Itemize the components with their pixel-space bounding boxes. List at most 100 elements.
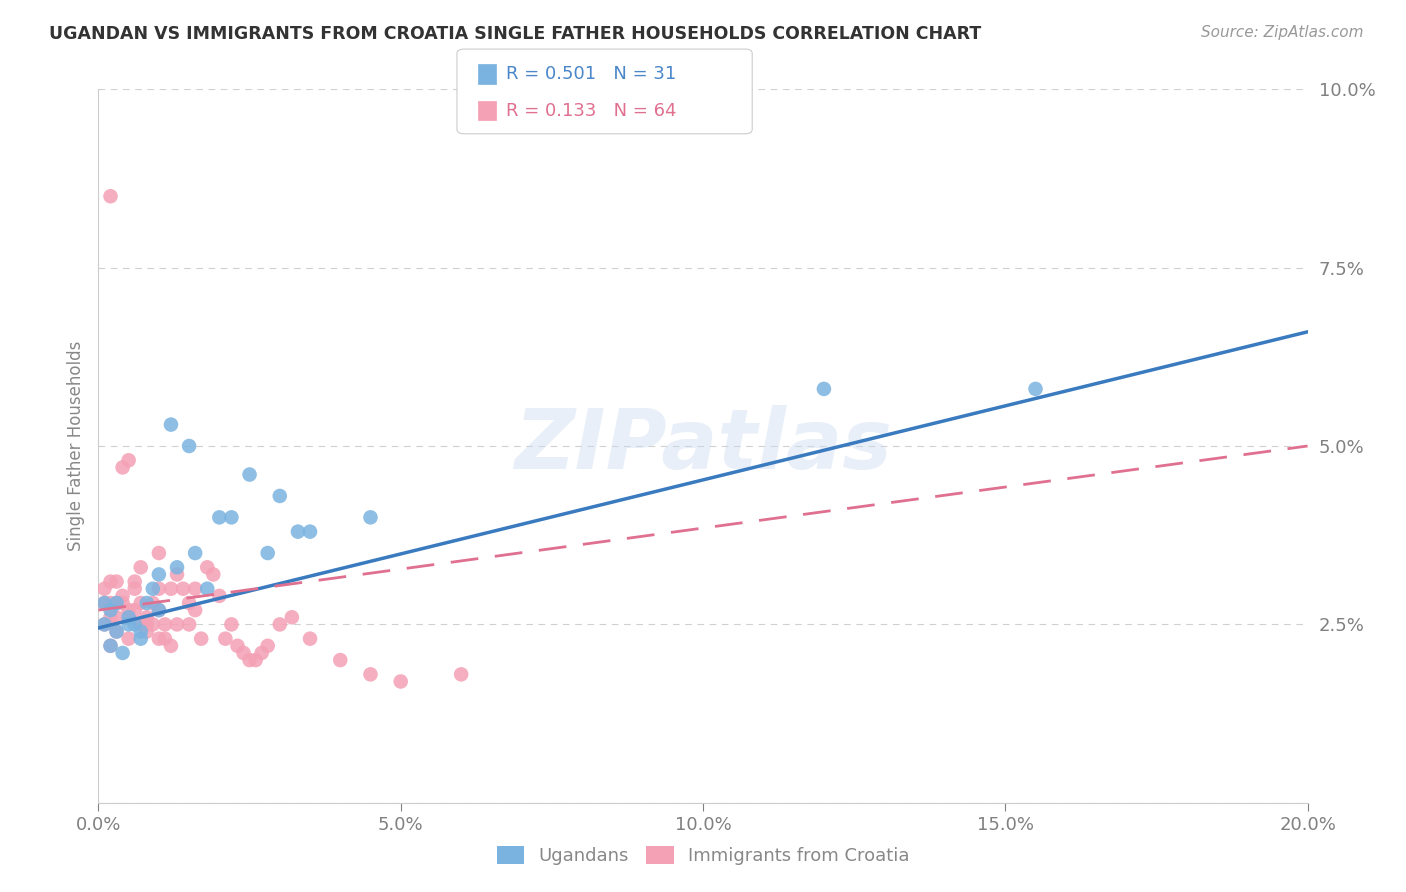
Point [105,610,128,624]
Point [239,653,262,667]
Text: ZIPatlas: ZIPatlas [515,406,891,486]
Point [184,582,207,596]
Point [100,596,122,610]
Point [208,510,231,524]
Point [105,624,128,639]
Y-axis label: Single Father Households: Single Father Households [66,341,84,551]
Point [129,596,152,610]
Point [190,632,212,646]
Point [111,646,134,660]
Point [172,582,194,596]
Point [329,653,352,667]
Point [105,574,128,589]
Point [202,567,225,582]
Text: R = 0.133   N = 64: R = 0.133 N = 64 [506,102,676,120]
Point [111,596,134,610]
Point [148,582,170,596]
Point [100,610,122,624]
Point [111,589,134,603]
Point [299,524,322,539]
Point [129,624,152,639]
Point [142,582,165,596]
Point [256,639,278,653]
Point [118,603,141,617]
Point [160,582,183,596]
Point [93,617,115,632]
Point [100,603,122,617]
Point [166,560,188,574]
Point [450,667,472,681]
Point [1024,382,1046,396]
Point [93,617,115,632]
Point [226,639,249,653]
Point [105,596,128,610]
Point [184,546,207,560]
Point [100,574,122,589]
Point [389,674,412,689]
Point [129,617,152,632]
Point [179,439,201,453]
Point [135,617,157,632]
Point [124,574,146,589]
Point [135,610,157,624]
Point [153,632,176,646]
Point [100,639,122,653]
Point [142,617,165,632]
Point [195,582,218,596]
Point [281,610,304,624]
Point [299,632,322,646]
Point [214,632,236,646]
Point [118,617,141,632]
Text: UGANDAN VS IMMIGRANTS FROM CROATIA SINGLE FATHER HOUSEHOLDS CORRELATION CHART: UGANDAN VS IMMIGRANTS FROM CROATIA SINGL… [49,25,981,43]
Point [93,596,115,610]
Point [100,189,122,203]
Point [105,624,128,639]
Point [148,546,170,560]
Point [232,646,254,660]
Point [129,632,152,646]
Point [166,567,188,582]
Point [166,617,188,632]
Point [287,524,309,539]
Legend: Ugandans, Immigrants from Croatia: Ugandans, Immigrants from Croatia [489,838,917,872]
Point [813,382,835,396]
Point [148,603,170,617]
Point [221,617,243,632]
Point [269,489,291,503]
Point [245,653,267,667]
Point [105,596,128,610]
Point [195,560,218,574]
Point [221,510,243,524]
Point [160,639,183,653]
Point [111,460,134,475]
Point [184,603,207,617]
Point [269,617,291,632]
Point [153,617,176,632]
Point [124,582,146,596]
Text: Source: ZipAtlas.com: Source: ZipAtlas.com [1201,25,1364,40]
Point [179,596,201,610]
Point [208,589,231,603]
Point [148,567,170,582]
Point [239,467,262,482]
Point [360,667,382,681]
Point [160,417,183,432]
Point [118,632,141,646]
Point [142,596,165,610]
Point [100,639,122,653]
Point [148,603,170,617]
Point [179,617,201,632]
Point [124,617,146,632]
Point [129,560,152,574]
Point [93,582,115,596]
Point [250,646,273,660]
Point [118,453,141,467]
Point [135,624,157,639]
Point [118,610,141,624]
Point [135,596,157,610]
Point [124,603,146,617]
Point [93,596,115,610]
Point [148,632,170,646]
Text: R = 0.501   N = 31: R = 0.501 N = 31 [506,65,676,83]
Point [256,546,278,560]
